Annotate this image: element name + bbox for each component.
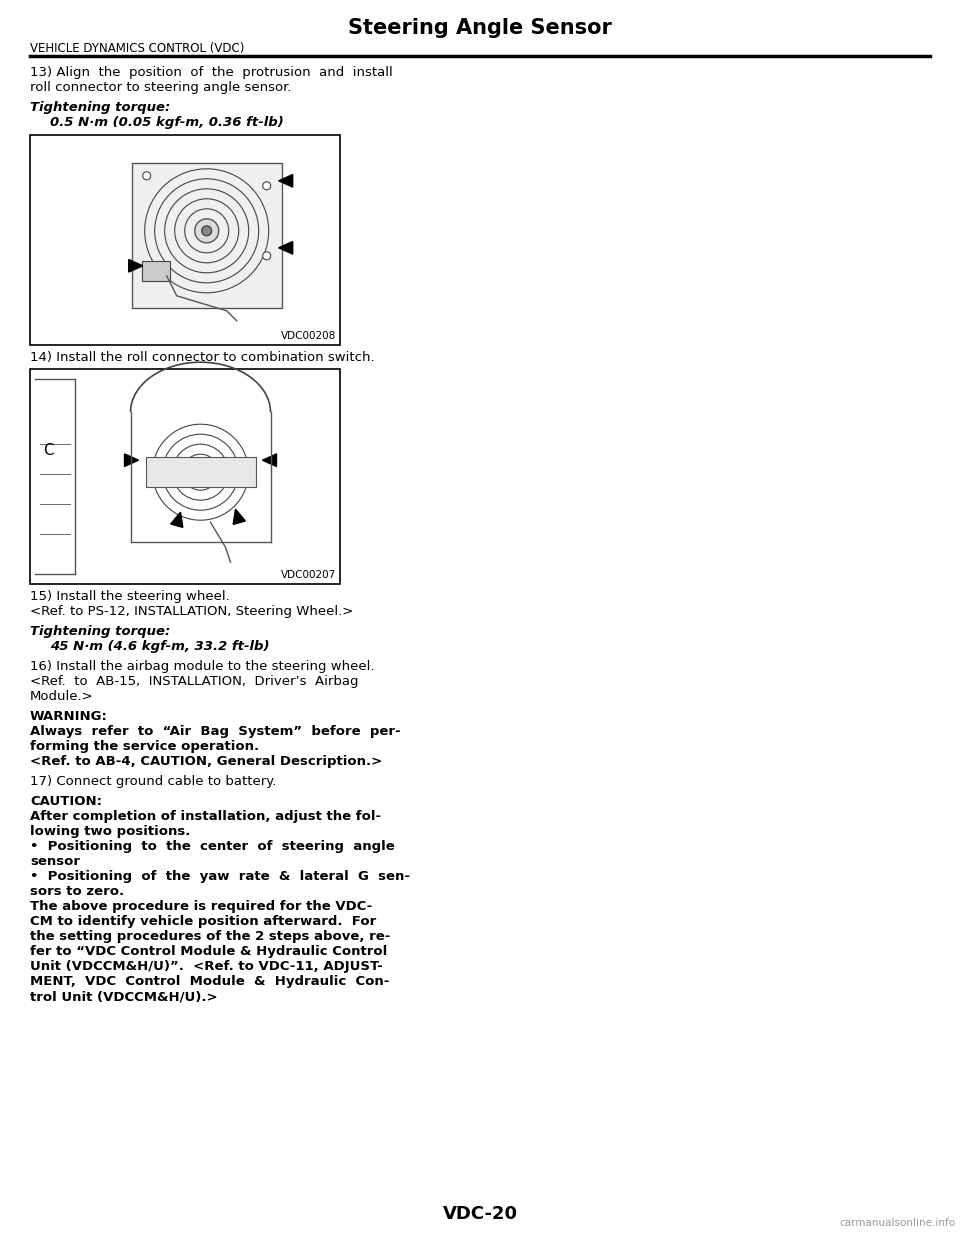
Text: VEHICLE DYNAMICS CONTROL (VDC): VEHICLE DYNAMICS CONTROL (VDC) — [30, 42, 245, 55]
Circle shape — [263, 181, 271, 190]
Text: CM to identify vehicle position afterward.  For: CM to identify vehicle position afterwar… — [30, 915, 376, 928]
Text: VDC-20: VDC-20 — [443, 1205, 517, 1223]
Circle shape — [195, 219, 219, 242]
Circle shape — [197, 468, 204, 476]
Circle shape — [191, 463, 209, 481]
Polygon shape — [171, 512, 182, 528]
Text: WARNING:: WARNING: — [30, 710, 108, 723]
Text: sors to zero.: sors to zero. — [30, 886, 124, 898]
Text: MENT,  VDC  Control  Module  &  Hydraulic  Con-: MENT, VDC Control Module & Hydraulic Con… — [30, 975, 390, 987]
Text: 16) Install the airbag module to the steering wheel.: 16) Install the airbag module to the ste… — [30, 660, 374, 673]
Bar — [30, 369, 340, 584]
Text: lowing two positions.: lowing two positions. — [30, 825, 190, 838]
Bar — [132, 163, 281, 308]
Circle shape — [202, 226, 212, 236]
Text: Steering Angle Sensor: Steering Angle Sensor — [348, 17, 612, 39]
Polygon shape — [129, 260, 143, 272]
Text: forming the service operation.: forming the service operation. — [30, 740, 259, 753]
Circle shape — [263, 252, 271, 260]
Text: VDC00207: VDC00207 — [280, 570, 336, 580]
Text: 13) Align  the  position  of  the  protrusion  and  install: 13) Align the position of the protrusion… — [30, 66, 393, 79]
Text: sensor: sensor — [30, 854, 80, 868]
Text: Module.>: Module.> — [30, 691, 94, 703]
Text: •  Positioning  to  the  center  of  steering  angle: • Positioning to the center of steering … — [30, 840, 395, 853]
Text: <Ref. to AB-4, CAUTION, General Description.>: <Ref. to AB-4, CAUTION, General Descript… — [30, 755, 382, 768]
Polygon shape — [233, 509, 246, 524]
Text: •  Positioning  of  the  yaw  rate  &  lateral  G  sen-: • Positioning of the yaw rate & lateral … — [30, 869, 410, 883]
Polygon shape — [278, 174, 293, 188]
Text: C: C — [42, 443, 54, 458]
Text: VDC00208: VDC00208 — [280, 332, 336, 342]
Bar — [30, 135, 340, 345]
Text: The above procedure is required for the VDC-: The above procedure is required for the … — [30, 900, 372, 913]
Text: Tightening torque:: Tightening torque: — [30, 101, 170, 114]
Text: carmanualsonline.info: carmanualsonline.info — [839, 1218, 955, 1228]
Text: CAUTION:: CAUTION: — [30, 795, 102, 809]
Text: <Ref.  to  AB-15,  INSTALLATION,  Driver’s  Airbag: <Ref. to AB-15, INSTALLATION, Driver’s A… — [30, 674, 358, 688]
Text: After completion of installation, adjust the fol-: After completion of installation, adjust… — [30, 810, 381, 823]
Text: 14) Install the roll connector to combination switch.: 14) Install the roll connector to combin… — [30, 351, 374, 364]
Polygon shape — [125, 453, 138, 467]
Bar — [146, 457, 255, 487]
Text: trol Unit (VDCCM&H/U).>: trol Unit (VDCCM&H/U).> — [30, 990, 218, 1004]
Text: Unit (VDCCM&H/U)”.  <Ref. to VDC-11, ADJUST-: Unit (VDCCM&H/U)”. <Ref. to VDC-11, ADJU… — [30, 960, 383, 972]
Polygon shape — [262, 453, 276, 467]
Text: fer to “VDC Control Module & Hydraulic Control: fer to “VDC Control Module & Hydraulic C… — [30, 945, 387, 958]
Text: <Ref. to PS-12, INSTALLATION, Steering Wheel.>: <Ref. to PS-12, INSTALLATION, Steering W… — [30, 605, 353, 619]
Text: roll connector to steering angle sensor.: roll connector to steering angle sensor. — [30, 81, 292, 94]
Circle shape — [143, 171, 151, 180]
Text: Always  refer  to  “Air  Bag  System”  before  per-: Always refer to “Air Bag System” before … — [30, 725, 400, 738]
Text: the setting procedures of the 2 steps above, re-: the setting procedures of the 2 steps ab… — [30, 930, 391, 943]
Bar — [142, 261, 170, 281]
Text: 45 N·m (4.6 kgf-m, 33.2 ft-lb): 45 N·m (4.6 kgf-m, 33.2 ft-lb) — [50, 640, 270, 653]
Polygon shape — [278, 241, 293, 255]
Text: 17) Connect ground cable to battery.: 17) Connect ground cable to battery. — [30, 775, 276, 787]
Text: 15) Install the steering wheel.: 15) Install the steering wheel. — [30, 590, 229, 604]
Text: 0.5 N·m (0.05 kgf-m, 0.36 ft-lb): 0.5 N·m (0.05 kgf-m, 0.36 ft-lb) — [50, 116, 284, 129]
Text: Tightening torque:: Tightening torque: — [30, 625, 170, 638]
